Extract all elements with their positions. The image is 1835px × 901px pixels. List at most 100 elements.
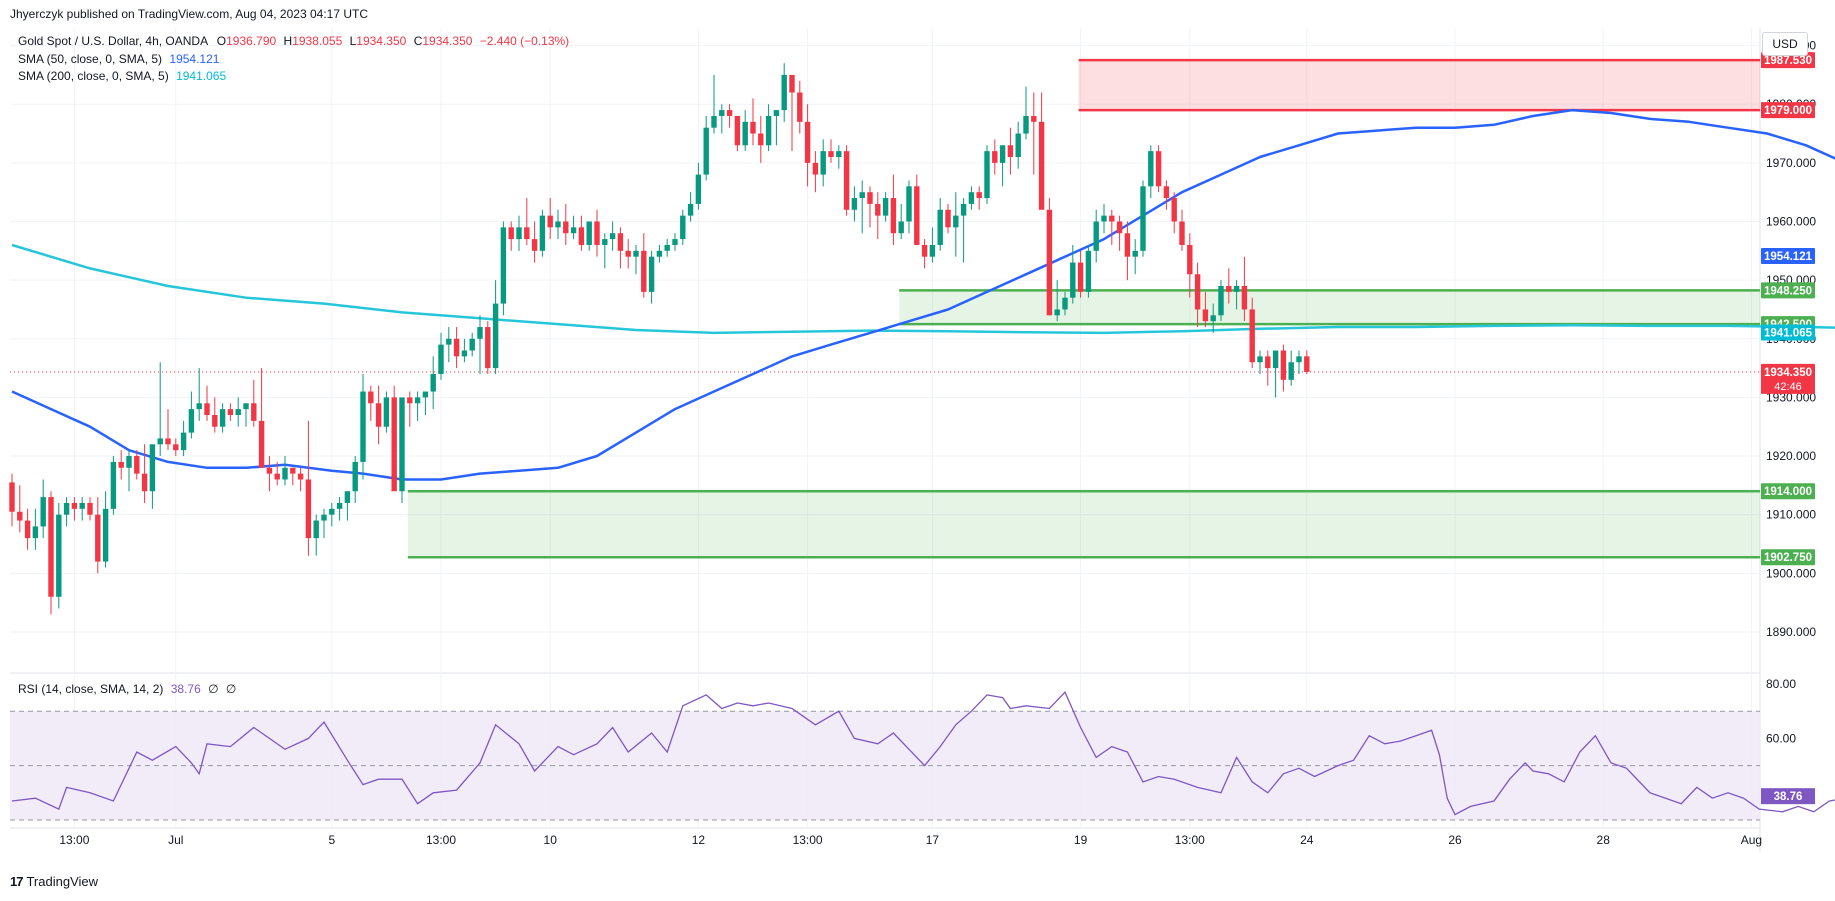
candle [843,145,850,216]
candle-body [804,121,811,163]
candle [383,391,390,433]
candle [321,508,327,539]
candle-body [1023,115,1029,134]
resistance-zone [1078,60,1760,111]
candle [906,180,912,234]
price-tick-label: 1920.000 [1766,449,1816,463]
candle [134,450,140,480]
low-label: L [349,34,357,48]
sma50-legend[interactable]: SMA (50, close, 0, SMA, 5) 1954.121 [18,52,219,66]
candle [414,391,421,421]
candle [219,403,226,433]
candle-body [875,203,881,216]
candle [859,180,865,234]
rsi-extra-2: ∅ [225,682,237,696]
symbol-title[interactable]: Gold Spot / U.S. Dollar, 4h, OANDA [18,34,208,48]
rsi-legend[interactable]: RSI (14, close, SMA, 14, 2) 38.76 ∅ ∅ [18,682,236,696]
time-tick-label: 10 [544,833,558,847]
candle-body [87,502,93,515]
rsi-tick-label: 60.00 [1766,731,1796,745]
candle-body [63,502,70,515]
candle [118,450,124,480]
candle [625,239,631,269]
candle [804,104,811,187]
candle [1031,92,1037,175]
candle [602,233,608,269]
candle [500,221,507,316]
candle-body [914,186,920,245]
resistance-top-price-tag: 1987.530 [1764,55,1812,67]
sma50-price-tag: 1954.121 [1764,251,1813,263]
price-tick-label: 1890.000 [1766,625,1816,639]
candle-body [266,467,273,474]
candle [1171,192,1177,234]
symbol-legend: Gold Spot / U.S. Dollar, 4h, OANDA O1936… [18,34,569,48]
candle [547,198,553,240]
candle [391,385,397,492]
candle-body [960,203,967,216]
candle [1038,92,1045,210]
candle [1226,268,1232,304]
candle [290,467,296,486]
candle [929,227,936,263]
candle-body [945,209,951,228]
candle-body [672,239,678,245]
change-value: −2.440 (−0.13%) [479,34,570,48]
candle [56,502,62,609]
candle-body [321,514,327,521]
candle-body [118,461,124,468]
candle [828,139,834,163]
candle-body [765,115,772,146]
sma50-line [11,108,1835,481]
candle [1140,180,1146,257]
candle [492,280,499,374]
candle [477,315,483,374]
tradingview-footer[interactable]: 17 TradingView [10,874,98,889]
candle [648,250,655,304]
time-tick-label: 13:00 [426,833,456,847]
candle [555,209,561,240]
candle [102,491,109,568]
candle-body [110,461,117,509]
candle-body [329,508,335,515]
high-label: H [283,34,293,48]
candle-body [828,151,834,157]
candle-body [1093,221,1099,251]
candle [204,385,210,421]
candle-body [781,74,787,111]
candle-body [617,233,624,251]
candle-body [563,221,569,234]
candle-body [235,409,241,415]
candle-body [882,198,889,216]
candle [305,420,312,556]
candle-body [399,397,405,492]
currency-button[interactable]: USD [1762,32,1808,56]
candle-body [843,151,850,210]
candle-body [648,256,655,292]
candle [313,514,319,556]
sma200-value: 1941.065 [176,69,227,83]
candle [898,203,904,240]
candle [1124,221,1131,281]
candle [180,420,187,457]
candle [1194,262,1201,328]
candle [17,485,23,533]
candle [984,145,990,204]
candle [360,373,366,480]
candle-body [500,227,507,304]
candle [703,115,709,181]
candle [765,104,772,152]
candle [1007,127,1014,175]
candle-body [921,244,928,257]
sma200-legend[interactable]: SMA (200, close, 0, SMA, 5) 1941.065 [18,69,226,83]
candle-body [188,409,195,433]
candle [251,379,257,427]
candle [461,338,468,363]
candle [79,497,85,521]
candle [1062,291,1068,316]
candle [1077,250,1084,298]
candle-body [352,461,358,492]
candle-body [438,344,444,374]
time-tick-label: 13:00 [1175,833,1205,847]
